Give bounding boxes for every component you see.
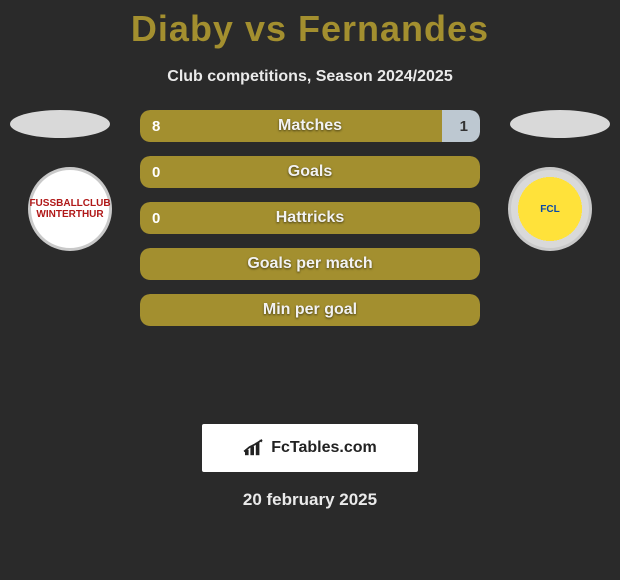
bar-label: Goals per match [140,248,480,280]
watermark-chart-icon [243,439,265,457]
crest-right-text: FCL [540,204,559,215]
bar-label: Matches [140,110,480,142]
stat-row-matches: 81Matches [140,110,480,142]
comparison-panel: FUSSBALLCLUB WINTERTHUR FCL 81Matches 0Go… [0,110,620,410]
stat-row-hattricks: 0Hattricks [140,202,480,234]
page-title: Diaby vs Fernandes [0,0,620,50]
stat-bars: 81Matches 0Goals 0Hattricks Goals per match… [140,110,480,340]
stat-row-min-per-goal: Min per goal [140,294,480,326]
watermark-text: FcTables.com [271,439,377,457]
player-left-avatar [10,110,110,138]
crest-left-text: FUSSBALLCLUB WINTERTHUR [29,198,110,220]
subtitle: Club competitions, Season 2024/2025 [0,68,620,86]
stat-row-goals-per-match: Goals per match [140,248,480,280]
club-crest-left: FUSSBALLCLUB WINTERTHUR [28,167,112,251]
footer-date: 20 february 2025 [0,490,620,510]
bar-label: Min per goal [140,294,480,326]
watermark: FcTables.com [202,424,418,472]
stat-row-goals: 0Goals [140,156,480,188]
club-crest-right: FCL [508,167,592,251]
player-right-avatar [510,110,610,138]
bar-label: Hattricks [140,202,480,234]
bar-label: Goals [140,156,480,188]
